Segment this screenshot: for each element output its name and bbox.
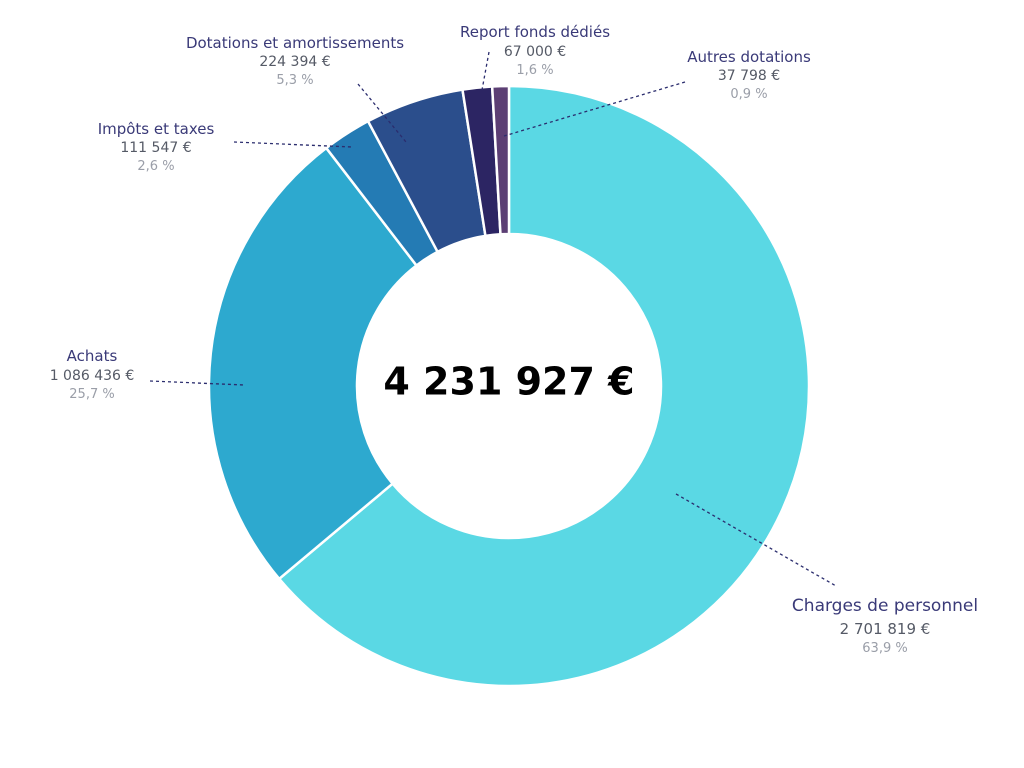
slice-percent-label: 63,9 % — [862, 641, 907, 656]
slice-percent-label: 2,6 % — [137, 159, 174, 174]
slice-name-label: Dotations et amortissements — [186, 34, 404, 52]
slice-percent-label: 0,9 % — [730, 87, 767, 102]
slice-name-label: Autres dotations — [687, 48, 811, 66]
slice-amount-label: 67 000 € — [504, 44, 566, 60]
slice-name-label: Impôts et taxes — [98, 120, 215, 138]
pie-slice-achats — [207, 146, 419, 581]
leader-line-impots-et-taxes — [233, 141, 353, 148]
leader-line-autres-dotations — [503, 81, 686, 137]
slice-percent-label: 5,3 % — [276, 73, 313, 88]
slice-amount-label: 224 394 € — [259, 54, 330, 70]
slice-amount-label: 1 086 436 € — [50, 368, 135, 384]
leader-line-dotations-et-amortissements — [357, 83, 407, 143]
label-charges-de-personnel: Charges de personnel 2 701 819 € 63,9 % — [675, 493, 978, 656]
center-total: 4 231 927 € — [383, 360, 634, 404]
leader-line-charges-de-personnel — [675, 493, 837, 587]
donut-slices — [207, 84, 811, 688]
pie-slice-autres-dotations — [490, 84, 511, 236]
label-autres-dotations: Autres dotations 37 798 € 0,9 % — [503, 48, 811, 137]
slice-percent-label: 1,6 % — [516, 63, 553, 78]
pie-slice-charges-de-personnel — [277, 84, 811, 688]
label-impots-et-taxes: Impôts et taxes 111 547 € 2,6 % — [98, 120, 353, 174]
label-dotations-et-amortissements: Dotations et amortissements 224 394 € 5,… — [186, 34, 407, 143]
slice-amount-label: 2 701 819 € — [840, 620, 931, 638]
leader-line-achats — [149, 380, 245, 386]
slice-amount-label: 37 798 € — [718, 68, 780, 84]
label-achats: Achats 1 086 436 € 25,7 % — [50, 347, 245, 402]
slice-name-label: Report fonds dédiés — [460, 23, 610, 41]
slice-amount-label: 111 547 € — [120, 140, 191, 156]
slice-percent-label: 25,7 % — [69, 387, 114, 402]
label-report-fonds-dedies: Report fonds dédiés 67 000 € 1,6 % — [460, 23, 610, 91]
slice-name-label: Charges de personnel — [792, 596, 978, 616]
slice-name-label: Achats — [67, 347, 118, 365]
leader-line-report-fonds-dedies — [481, 51, 490, 91]
